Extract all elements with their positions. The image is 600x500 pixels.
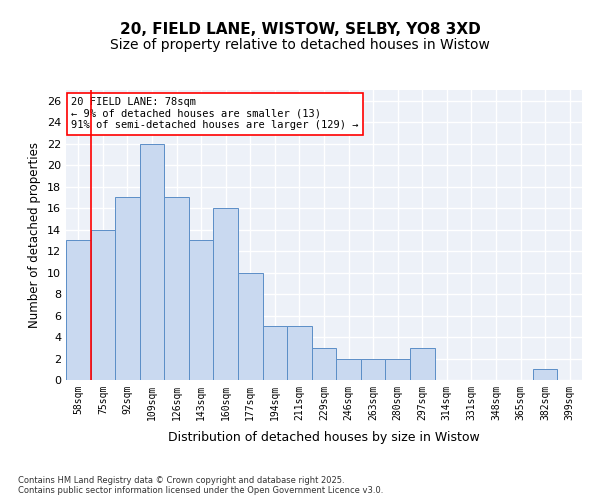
Bar <box>115 198 140 380</box>
Bar <box>263 326 287 380</box>
Bar <box>533 370 557 380</box>
Bar <box>214 208 238 380</box>
X-axis label: Distribution of detached houses by size in Wistow: Distribution of detached houses by size … <box>168 431 480 444</box>
Text: Size of property relative to detached houses in Wistow: Size of property relative to detached ho… <box>110 38 490 52</box>
Text: 20, FIELD LANE, WISTOW, SELBY, YO8 3XD: 20, FIELD LANE, WISTOW, SELBY, YO8 3XD <box>119 22 481 38</box>
Bar <box>336 358 361 380</box>
Bar <box>140 144 164 380</box>
Bar <box>189 240 214 380</box>
Bar <box>287 326 312 380</box>
Bar <box>410 348 434 380</box>
Y-axis label: Number of detached properties: Number of detached properties <box>28 142 41 328</box>
Text: 20 FIELD LANE: 78sqm
← 9% of detached houses are smaller (13)
91% of semi-detach: 20 FIELD LANE: 78sqm ← 9% of detached ho… <box>71 97 359 130</box>
Bar <box>361 358 385 380</box>
Bar <box>238 272 263 380</box>
Bar <box>385 358 410 380</box>
Bar <box>164 198 189 380</box>
Text: Contains HM Land Registry data © Crown copyright and database right 2025.
Contai: Contains HM Land Registry data © Crown c… <box>18 476 383 495</box>
Bar <box>312 348 336 380</box>
Bar <box>66 240 91 380</box>
Bar <box>91 230 115 380</box>
